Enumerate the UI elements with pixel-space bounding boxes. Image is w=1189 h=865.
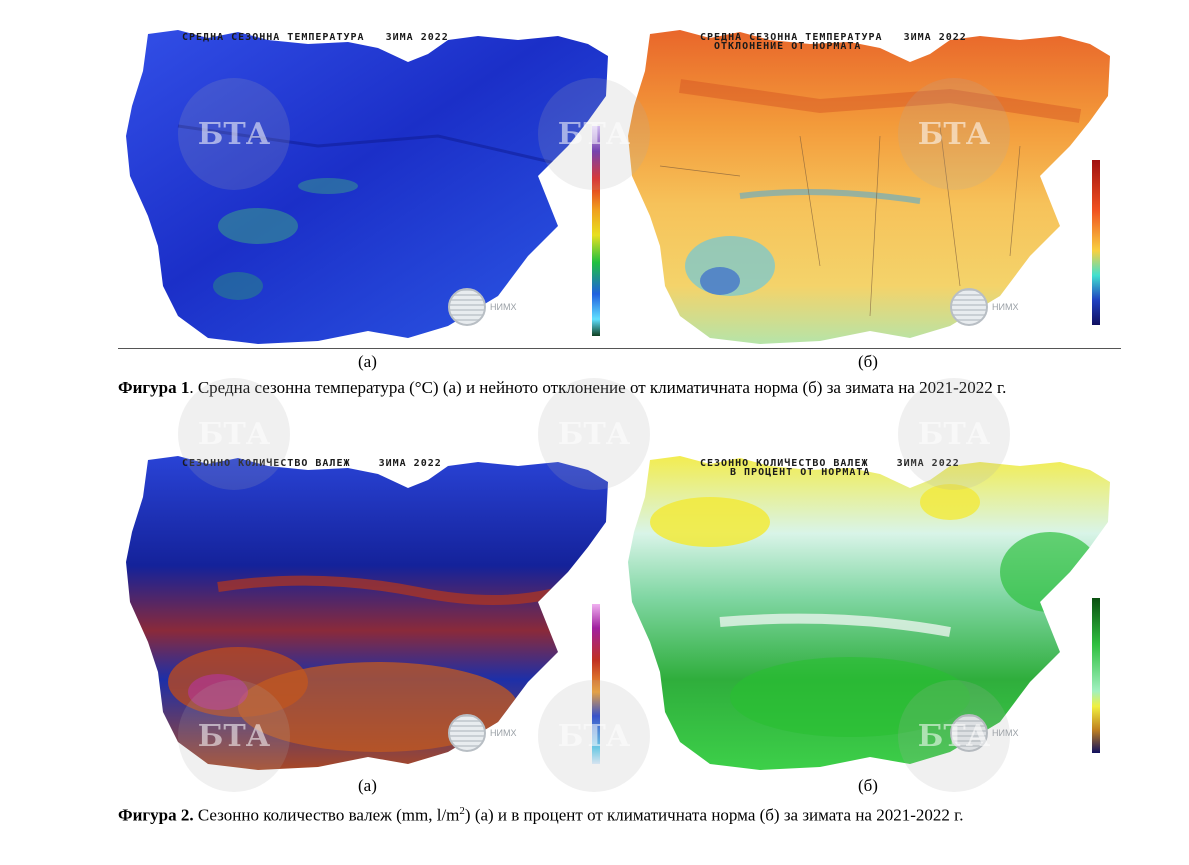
- caption-label: Фигура 2.: [118, 805, 194, 825]
- watermark-logo: БТА: [898, 378, 1010, 490]
- nimh-emblem-icon: [448, 288, 486, 326]
- subfigure-label-b: (б): [858, 776, 878, 795]
- nimh-label: НИМХ: [490, 302, 517, 312]
- nimh-logo: НИМХ: [448, 288, 516, 326]
- caption-text: . Средна сезонна температура (°С) (а) и …: [189, 378, 1007, 397]
- figure2-map-b: СЕЗОННО КОЛИЧЕСТВО ВАЛЕЖ ЗИМА 2022 В ПРО…: [620, 452, 1120, 777]
- watermark-text: БТА: [197, 718, 271, 754]
- color-legend: [592, 126, 600, 336]
- color-legend: [592, 604, 600, 764]
- temperature-map: [126, 30, 608, 344]
- map-title: СЕЗОННО КОЛИЧЕСТВО ВАЛЕЖ ЗИМА 2022: [700, 458, 960, 469]
- nimh-emblem-icon: [950, 288, 988, 326]
- nimh-label: НИМХ: [490, 728, 517, 738]
- watermark-logo: БТА: [178, 78, 290, 190]
- watermark-text: БТА: [917, 116, 991, 152]
- nimh-emblem-icon: [950, 714, 988, 752]
- caption-text: Сезонно количество валеж (mm, l/m: [193, 805, 460, 825]
- nimh-label: НИМХ: [992, 302, 1019, 312]
- nimh-logo: НИМХ: [448, 714, 516, 752]
- temperature-anomaly-map: [628, 30, 1110, 344]
- caption-label: Фигура 1: [118, 378, 190, 397]
- watermark-text: БТА: [557, 416, 631, 452]
- nimh-emblem-icon: [448, 714, 486, 752]
- map-title: СЕЗОННО КОЛИЧЕСТВО ВАЛЕЖ ЗИМА 2022: [182, 458, 442, 469]
- watermark-logo: БТА: [898, 78, 1010, 190]
- watermark-text: БТА: [917, 416, 991, 452]
- precipitation-map: [126, 456, 608, 770]
- separator-line: [118, 348, 1121, 349]
- watermark-logo: БТА: [178, 680, 290, 792]
- subfigure-label-a: (а): [358, 352, 377, 371]
- watermark-logo: БТА: [538, 378, 650, 490]
- map-subtitle: ОТКЛОНЕНИЕ ОТ НОРМАТА: [714, 41, 862, 52]
- watermark-text: БТА: [197, 116, 271, 152]
- nimh-logo: НИМХ: [950, 288, 1018, 326]
- watermark-logo: БТА: [178, 378, 290, 490]
- figure1-caption: Фигура 1. Средна сезонна температура (°С…: [118, 376, 1121, 399]
- figure1-map-b: СРЕДНА СЕЗОННА ТЕМПЕРАТУРА ЗИМА 2022 ОТК…: [620, 26, 1120, 351]
- map-subtitle: В ПРОЦЕНТ ОТ НОРМАТА: [730, 467, 871, 478]
- nimh-label: НИМХ: [992, 728, 1019, 738]
- caption-superscript: 2: [459, 805, 465, 817]
- map-title: СРЕДНА СЕЗОННА ТЕМПЕРАТУРА ЗИМА 2022: [700, 32, 967, 43]
- watermark-text: БТА: [917, 718, 991, 754]
- watermark-text: БТА: [557, 116, 631, 152]
- precipitation-percent-map: [628, 456, 1110, 770]
- caption-text-end: ) (а) и в процент от климатичната норма …: [464, 805, 964, 825]
- nimh-logo: НИМХ: [950, 714, 1018, 752]
- watermark-text: БТА: [557, 718, 631, 754]
- color-legend: [1092, 160, 1100, 325]
- figure2-map-a: СЕЗОННО КОЛИЧЕСТВО ВАЛЕЖ ЗИМА 2022 НИМХ: [118, 452, 618, 777]
- subfigure-label-b: (б): [858, 352, 878, 371]
- figure2-caption: Фигура 2. Сезонно количество валеж (mm, …: [118, 800, 1121, 827]
- watermark-logo: БТА: [898, 680, 1010, 792]
- watermark-logo: БТА: [538, 680, 650, 792]
- watermark-logo: БТА: [538, 78, 650, 190]
- figure1-map-a: СРЕДНА СЕЗОННА ТЕМПЕРАТУРА ЗИМА 2022 НИМ…: [118, 26, 618, 351]
- subfigure-label-a: (а): [358, 776, 377, 795]
- color-legend: [1092, 598, 1100, 753]
- map-title: СРЕДНА СЕЗОННА ТЕМПЕРАТУРА ЗИМА 2022: [182, 32, 449, 43]
- watermark-text: БТА: [197, 416, 271, 452]
